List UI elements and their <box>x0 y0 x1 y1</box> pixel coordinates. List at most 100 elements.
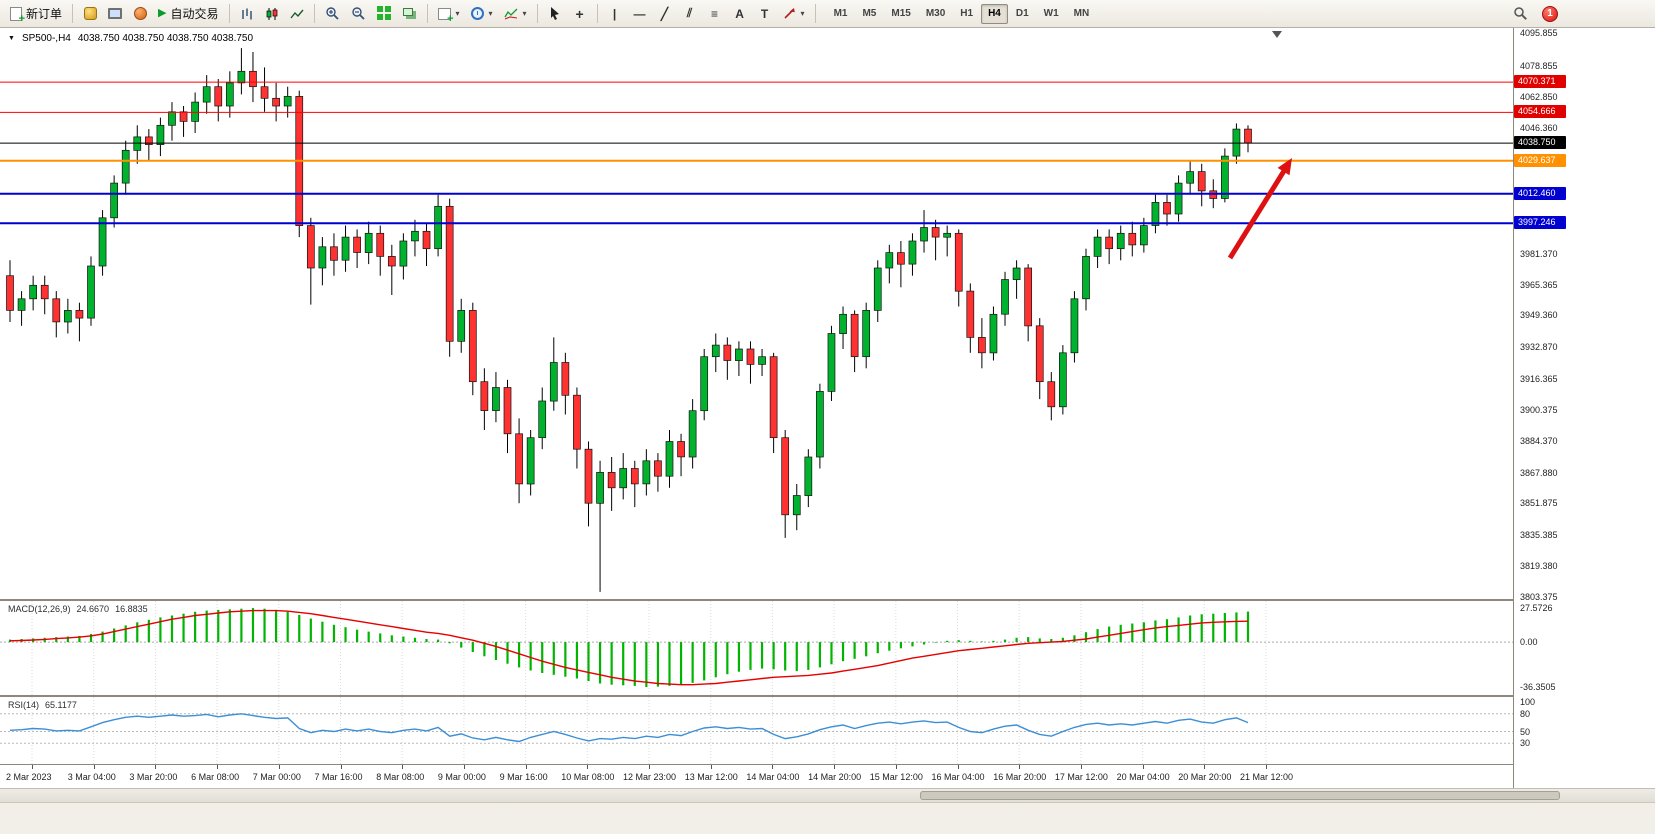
horizontal-line-tool-button[interactable]: — <box>628 2 652 25</box>
fibonacci-tool-button[interactable]: ≡ <box>703 2 727 25</box>
candle <box>260 86 269 99</box>
line-chart-button[interactable] <box>285 2 309 25</box>
terminal-icon <box>108 8 123 19</box>
scale-label: -36.3505 <box>1520 682 1556 692</box>
trendline-tool-button[interactable]: ╱ <box>653 2 677 25</box>
candle <box>931 227 940 238</box>
auto-trading-label: 自动交易 <box>170 7 219 21</box>
toolbar-separator <box>313 4 315 23</box>
date-label: 8 Mar 08:00 <box>376 772 425 782</box>
cursor-button[interactable] <box>543 2 567 25</box>
time-tick <box>710 765 712 769</box>
auto-trading-button[interactable]: ▶ 自动交易 <box>153 2 223 25</box>
zoom-in-button[interactable] <box>320 2 345 25</box>
channel-tool-button[interactable]: ⫽ <box>678 2 702 25</box>
time-scale[interactable]: 2 Mar 2023 3 Mar 04:00 3 Mar 20:00 6 Mar 08… <box>0 764 1513 788</box>
timeframe-h1[interactable]: H1 <box>953 4 980 24</box>
timeframe-m30[interactable]: M30 <box>919 4 952 24</box>
candle <box>954 232 963 292</box>
text-tool-button[interactable]: A <box>728 2 752 25</box>
pane-splitter[interactable] <box>0 695 1655 697</box>
symbol-period-label: SP500-,H4 <box>21 33 71 44</box>
terminal-button[interactable] <box>103 2 127 25</box>
candle <box>908 240 917 265</box>
candle <box>584 448 593 504</box>
tile-windows-button[interactable] <box>372 2 397 25</box>
notifications-badge[interactable]: 1 <box>1542 5 1558 22</box>
candle <box>735 348 743 361</box>
candle <box>758 356 766 365</box>
candle <box>272 97 280 107</box>
dropdown-arrow-icon: ▾ <box>522 9 527 18</box>
candle <box>98 217 107 267</box>
new-order-button[interactable]: 新订单 <box>5 2 67 25</box>
cursor-icon <box>550 7 559 20</box>
candle <box>330 246 338 261</box>
candle <box>353 236 361 253</box>
vertical-line-icon: | <box>612 6 617 21</box>
trend-arrow[interactable] <box>1227 166 1288 260</box>
candle <box>619 468 628 489</box>
macd-indicator-pane[interactable] <box>0 601 1513 695</box>
news-button[interactable] <box>128 2 152 25</box>
label-tool-button[interactable]: T <box>753 2 777 25</box>
bar-chart-button[interactable] <box>235 2 259 25</box>
scale-label: 3981.370 <box>1520 248 1558 259</box>
candle <box>515 433 523 485</box>
timeframe-m1[interactable]: M1 <box>827 4 855 24</box>
new-chart-button[interactable]: ▾ <box>433 2 465 25</box>
vertical-line-tool-button[interactable]: | <box>603 2 627 25</box>
chart-shift-marker[interactable] <box>1272 31 1282 38</box>
time-tick <box>340 765 342 769</box>
price-chart-pane[interactable] <box>0 28 1513 599</box>
candle <box>202 86 211 103</box>
zoom-in-icon <box>325 7 339 20</box>
shapes-tool-button[interactable]: ▾ <box>778 2 810 25</box>
rsi-indicator-pane[interactable] <box>0 697 1513 764</box>
crosshair-button[interactable]: + <box>568 2 592 25</box>
time-tick <box>587 765 589 769</box>
indicators-icon <box>503 8 517 20</box>
zoom-out-button[interactable] <box>346 2 371 25</box>
scale-label: 0.00 <box>1520 637 1538 648</box>
horizontal-scrollbar[interactable] <box>0 788 1655 802</box>
indicators-button[interactable]: ▾ <box>499 2 532 25</box>
pane-splitter[interactable] <box>0 599 1655 601</box>
candle <box>249 70 257 88</box>
time-tick <box>93 765 95 769</box>
cascade-windows-button[interactable] <box>398 2 422 25</box>
resistance-tag-2: 4054.666 <box>1514 105 1566 119</box>
timeframe-mn[interactable]: MN <box>1067 4 1097 24</box>
scale-label: 3851.875 <box>1520 498 1558 509</box>
dropdown-arrow-icon: ▾ <box>455 9 460 18</box>
timeframe-w1[interactable]: W1 <box>1037 4 1066 24</box>
metaeditor-button[interactable] <box>78 2 102 25</box>
time-tick <box>1266 765 1267 769</box>
search-button[interactable] <box>1508 2 1533 25</box>
candle <box>387 256 396 267</box>
candle <box>63 310 72 323</box>
candle <box>1035 325 1044 383</box>
date-label: 9 Mar 16:00 <box>499 772 548 782</box>
ohlc-readout: 4038.750 4038.750 4038.750 4038.750 <box>77 33 254 44</box>
profiles-button[interactable]: ▾ <box>466 2 498 25</box>
bar-chart-icon <box>241 8 252 19</box>
horizontal-line-icon: — <box>633 6 646 21</box>
candle <box>434 205 442 250</box>
candle <box>1151 202 1160 226</box>
rsi-line <box>9 713 1249 743</box>
profiles-icon <box>470 7 484 20</box>
date-label: 21 Mar 12:00 <box>1240 772 1294 782</box>
scale-label: 3835.385 <box>1520 530 1558 541</box>
candlestick-chart-button[interactable] <box>260 2 284 25</box>
timeframe-m15[interactable]: M15 <box>884 4 917 24</box>
timeframe-m5[interactable]: M5 <box>855 4 883 24</box>
date-label: 15 Mar 12:00 <box>869 772 923 782</box>
price-scale[interactable]: 4095.855 4078.855 4062.850 4046.360 3981.370… <box>1513 28 1655 788</box>
one-click-trading-toggle[interactable]: ▼ <box>8 35 15 42</box>
timeframe-d1[interactable]: D1 <box>1009 4 1036 24</box>
candle <box>1024 267 1033 327</box>
timeframe-h4[interactable]: H4 <box>981 3 1008 24</box>
date-label: 2 Mar 2023 <box>6 772 52 782</box>
scrollbar-thumb[interactable] <box>920 791 1560 800</box>
